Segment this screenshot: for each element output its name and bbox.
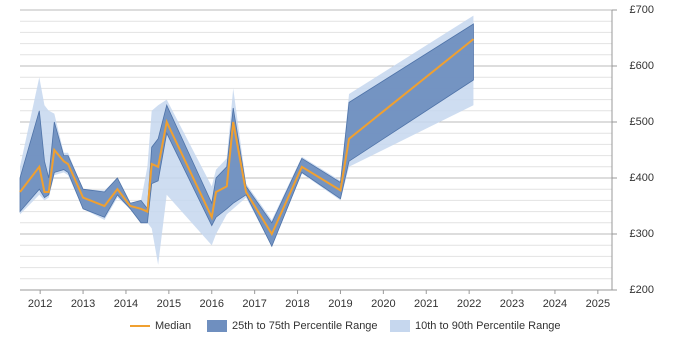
percentile-band <box>20 15 474 265</box>
x-tick-label: 2012 <box>28 298 52 310</box>
legend-label: Median <box>155 320 191 332</box>
legend-swatch <box>207 320 227 332</box>
x-tick-label: 2024 <box>543 298 567 310</box>
median-line <box>19 38 475 237</box>
x-tick-label: 2020 <box>371 298 395 310</box>
y-tick-label: £400 <box>630 172 654 184</box>
y-tick-label: £200 <box>630 284 654 296</box>
legend-label: 10th to 90th Percentile Range <box>415 320 561 332</box>
x-tick-label: 2025 <box>586 298 610 310</box>
percentile-band <box>19 23 474 248</box>
legend-label: 25th to 75th Percentile Range <box>232 320 378 332</box>
x-tick-label: 2022 <box>457 298 481 310</box>
y-tick-label: £600 <box>630 60 654 72</box>
y-tick-label: £300 <box>630 228 654 240</box>
y-tick-label: £500 <box>630 116 654 128</box>
x-tick-label: 2021 <box>414 298 438 310</box>
x-tick-label: 2023 <box>500 298 524 310</box>
x-tick-label: 2018 <box>285 298 309 310</box>
x-tick-label: 2013 <box>71 298 95 310</box>
x-tick-label: 2019 <box>328 298 352 310</box>
y-tick-label: £700 <box>630 4 654 16</box>
x-tick-label: 2017 <box>242 298 266 310</box>
x-tick-label: 2014 <box>114 298 138 310</box>
x-tick-label: 2015 <box>157 298 181 310</box>
legend-swatch <box>390 320 410 332</box>
x-tick-label: 2016 <box>200 298 224 310</box>
